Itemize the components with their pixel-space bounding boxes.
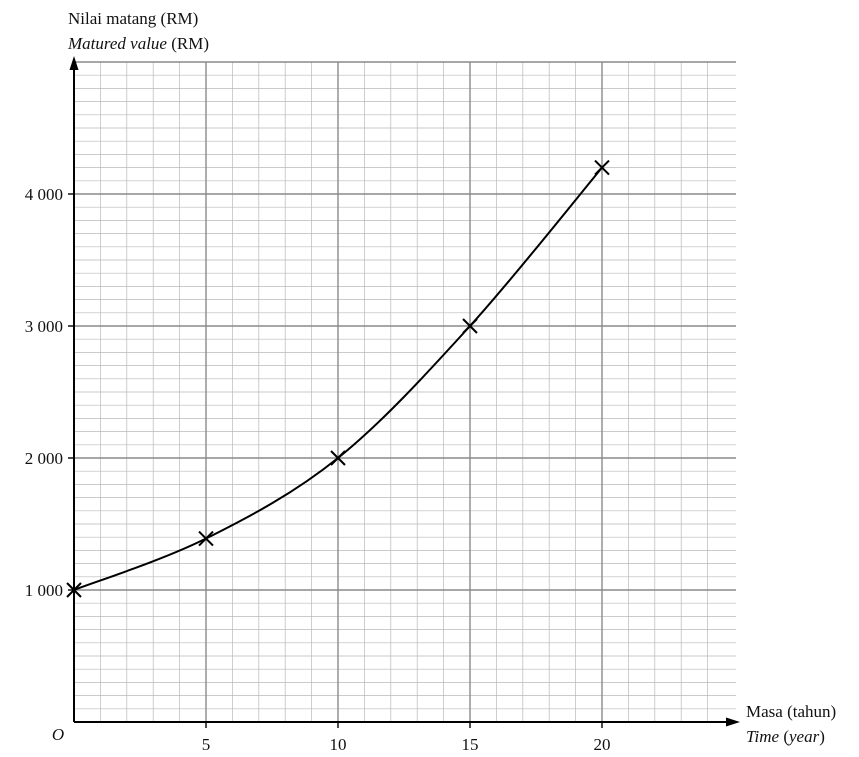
curve-layer	[73, 166, 603, 591]
x-axis-label-paren-open: (	[779, 727, 789, 746]
y-axis-label-line1: Nilai matang (RM)	[68, 9, 198, 28]
x-axis-label-italic2: year	[787, 727, 820, 746]
y-tick-label: 3 000	[25, 317, 63, 336]
minor-grid	[74, 62, 736, 722]
x-axis-label-paren-close: )	[819, 727, 825, 746]
data-point-marker	[462, 318, 478, 334]
y-tick-label: 1 000	[25, 581, 63, 600]
x-axis-label-line1: Masa (tahun)	[746, 702, 836, 721]
series-line	[73, 166, 603, 591]
data-point-marker	[198, 530, 214, 547]
data-point-stroke	[330, 450, 346, 466]
data-point-marker	[594, 159, 610, 176]
x-tick-label: 20	[594, 735, 611, 754]
marker-layer	[66, 159, 610, 598]
data-point-stroke	[594, 159, 610, 176]
x-tick-label: 10	[330, 735, 347, 754]
x-tick-label: 5	[202, 735, 211, 754]
x-tick-label: 15	[462, 735, 479, 754]
origin-label: O	[52, 725, 64, 744]
data-point-stroke	[66, 582, 82, 598]
data-point-stroke	[462, 318, 478, 334]
y-axis-arrow	[69, 56, 79, 70]
y-tick-label: 2 000	[25, 449, 63, 468]
x-axis-label-line2: Time (year)	[746, 727, 825, 746]
y-axis-label-unit: (RM)	[167, 34, 209, 53]
tick-label-layer: 5 10 15 20 1 000 2 000 3 000 4 000	[25, 185, 611, 754]
axes	[68, 56, 740, 728]
x-axis-arrow	[726, 717, 740, 727]
data-point-marker	[66, 582, 82, 598]
data-point-stroke	[198, 530, 214, 547]
data-point-marker	[330, 450, 346, 466]
y-axis-label-line2: Matured value (RM)	[67, 34, 209, 53]
major-grid	[74, 61, 736, 722]
x-axis-label-italic1: Time	[746, 727, 780, 746]
y-axis-label-italic: Matured value	[67, 34, 167, 53]
y-tick-label: 4 000	[25, 185, 63, 204]
